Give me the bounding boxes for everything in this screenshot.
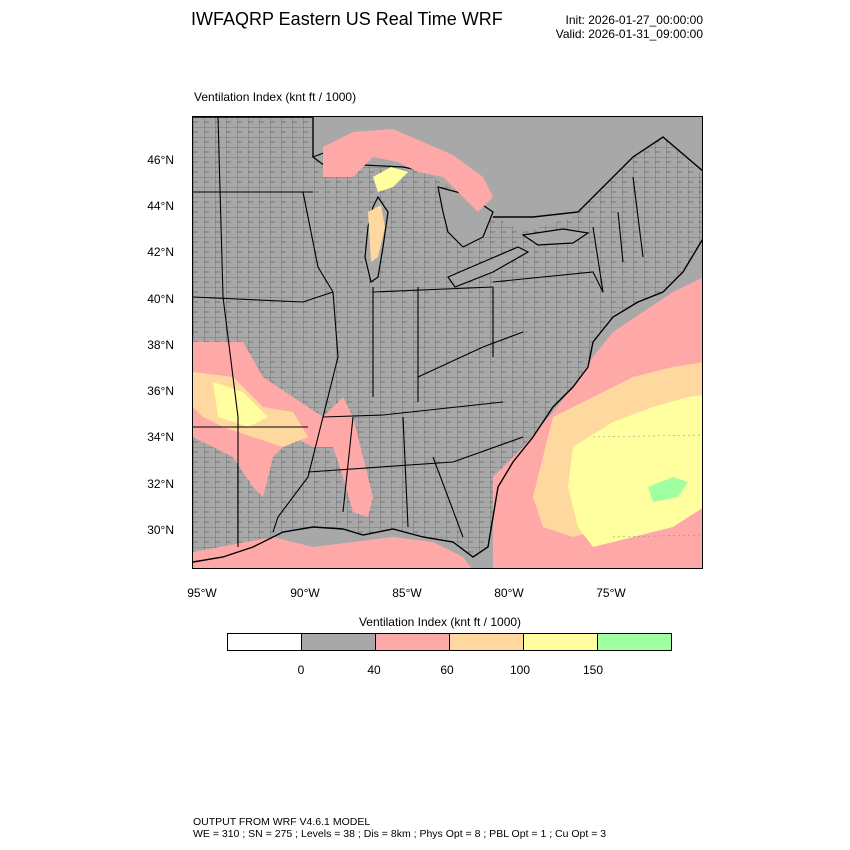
coastline xyxy=(193,238,702,563)
lon-label: 75°W xyxy=(596,586,626,600)
intl-border xyxy=(193,117,702,218)
page-title: IWFAQRP Eastern US Real Time WRF xyxy=(191,9,503,29)
lake-ontario xyxy=(521,228,590,246)
colorbar-title: Ventilation Index (knt ft / 1000) xyxy=(358,615,522,629)
init-time: Init: 2026-01-27_00:00:00 xyxy=(565,13,703,27)
ventilation-above-150 xyxy=(648,477,688,502)
colorbar-tick-label: 60 xyxy=(440,663,454,677)
valid-time: Valid: 2026-01-31_09:00:00 xyxy=(555,27,703,41)
colorbar-box xyxy=(375,633,450,651)
plot-variable-label: Ventilation Index (knt ft / 1000) xyxy=(194,90,357,104)
lon-label: 95°W xyxy=(187,586,217,600)
graticule xyxy=(592,434,702,538)
colorbar-box xyxy=(301,633,376,651)
lat-label: 46°N xyxy=(147,153,174,167)
ventilation-100-150 xyxy=(213,167,702,547)
lat-label: 44°N xyxy=(147,199,174,213)
colorbar-tick-label: 40 xyxy=(367,663,381,677)
lat-label: 42°N xyxy=(147,245,174,259)
lat-label: 36°N xyxy=(147,384,174,398)
colorbar-box xyxy=(227,633,302,651)
model-config: WE = 310 ; SN = 275 ; Levels = 38 ; Dis … xyxy=(193,828,607,840)
lat-label: 30°N xyxy=(147,523,174,537)
lat-label: 38°N xyxy=(147,338,174,352)
map-svg xyxy=(193,117,702,568)
map-panel xyxy=(192,116,703,569)
lon-label: 90°W xyxy=(290,586,320,600)
init-valid-times: Init: 2026-01-27_00:00:00 Valid: 2026-01… xyxy=(556,13,703,41)
lon-label: 80°W xyxy=(494,586,524,600)
county-grid xyxy=(193,117,702,562)
model-info-footer: OUTPUT FROM WRF V4.6.1 MODEL WE = 310 ; … xyxy=(193,816,606,840)
lat-label: 34°N xyxy=(147,430,174,444)
colorbar-tick-label: 100 xyxy=(509,663,531,677)
lon-label: 85°W xyxy=(392,586,422,600)
colorbar-box xyxy=(449,633,524,651)
state-borders xyxy=(193,117,644,547)
colorbar-tick-label: 0 xyxy=(297,663,305,677)
colorbar xyxy=(227,633,672,651)
colorbar-box xyxy=(523,633,598,651)
model-version: OUTPUT FROM WRF V4.6.1 MODEL xyxy=(193,816,371,828)
colorbar-tick-label: 150 xyxy=(582,663,604,677)
colorbar-box xyxy=(597,633,672,651)
lat-label: 40°N xyxy=(147,292,174,306)
canada-region xyxy=(493,117,702,217)
lat-label: 32°N xyxy=(147,477,174,491)
lake-erie xyxy=(447,246,530,288)
